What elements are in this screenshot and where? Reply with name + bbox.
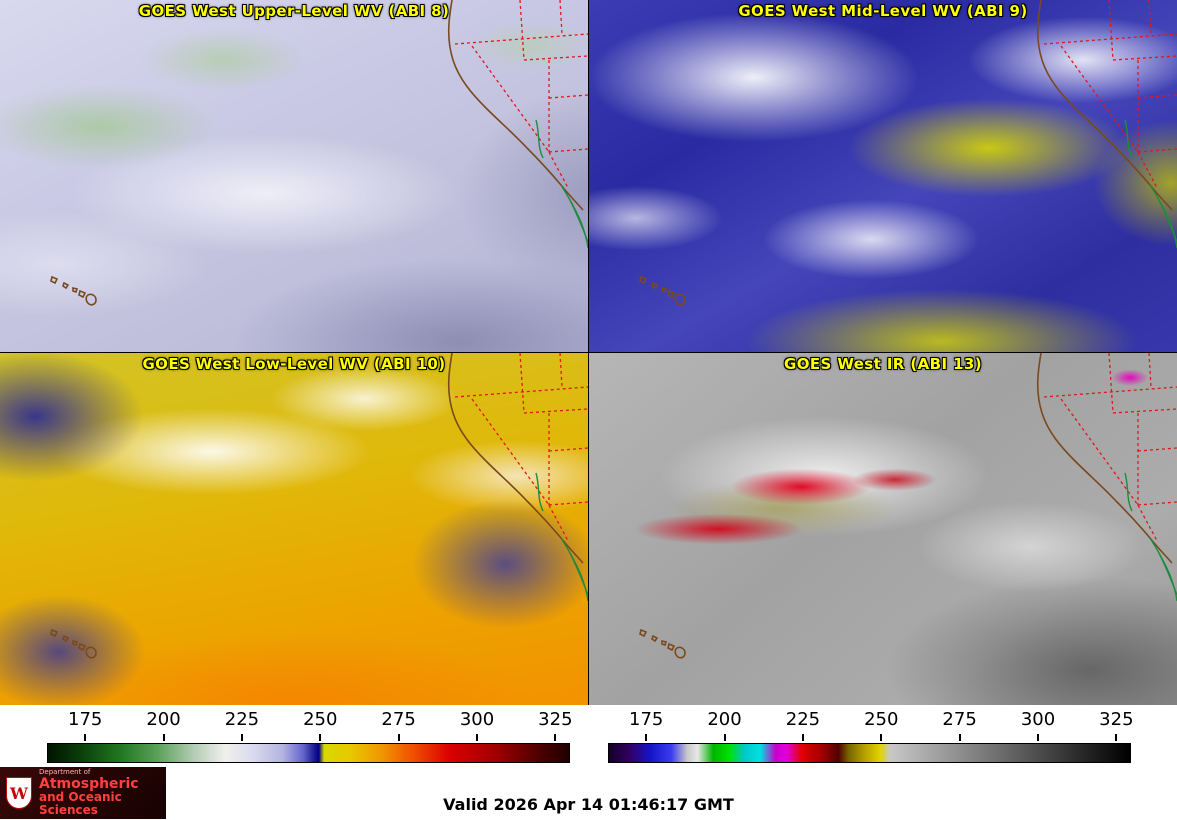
colorbar-tick-label: 225 bbox=[785, 709, 821, 730]
colorbar-tick-label: 300 bbox=[1020, 709, 1056, 730]
ir-colorbar-block: 175 200 225 250 275 300 325 bbox=[608, 709, 1134, 767]
panel-title-low-wv: GOES West Low-Level WV (ABI 10) bbox=[142, 355, 446, 373]
map-overlay-icon bbox=[639, 0, 1177, 306]
panel-low-level-wv: GOES West Low-Level WV (ABI 10) bbox=[0, 353, 588, 705]
colorbar-tick-label: 175 bbox=[628, 709, 664, 730]
panel-title-mid-wv: GOES West Mid-Level WV (ABI 9) bbox=[738, 2, 1028, 20]
map-overlay-icon bbox=[50, 0, 588, 306]
colorbar-tick-label: 250 bbox=[864, 709, 899, 730]
colorbar-tick-mark bbox=[645, 734, 648, 741]
valid-time-label: Valid 2026 Apr 14 01:46:17 GMT bbox=[443, 795, 734, 814]
ir-colorbar bbox=[608, 743, 1131, 763]
colorbar-tick-label: 300 bbox=[459, 709, 495, 730]
colorbar-tick-label: 325 bbox=[1099, 709, 1134, 730]
panel-upper-level-wv: GOES West Upper-Level WV (ABI 8) bbox=[0, 0, 588, 352]
panel-title-ir: GOES West IR (ABI 13) bbox=[783, 355, 983, 373]
map-overlay-icon bbox=[50, 353, 588, 659]
logo-line1: Atmospheric bbox=[39, 775, 139, 792]
panel-title-upper-wv: GOES West Upper-Level WV (ABI 8) bbox=[138, 2, 450, 20]
colorbar-tick-label: 275 bbox=[381, 709, 416, 730]
colorbar-tick-label: 200 bbox=[146, 709, 181, 730]
colorbar-tick-mark bbox=[723, 734, 726, 741]
colorbar-tick-mark bbox=[476, 734, 478, 741]
colorbar-tick-mark bbox=[162, 734, 165, 741]
satellite-panels-grid: GOES West Upper-Level WV (ABI 8) GOES We… bbox=[0, 0, 1177, 705]
colorbar-tick-label: 225 bbox=[224, 709, 260, 730]
colorbar-tick-label: 250 bbox=[303, 709, 338, 730]
wv-colorbar-ticks: 175 200 225 250 275 300 325 bbox=[47, 709, 573, 741]
bottom-strip: 175 200 225 250 275 300 325 175 200 225 250 275 300… bbox=[0, 705, 1177, 820]
colorbar-tick-mark bbox=[1037, 734, 1039, 741]
colorbar-tick-mark bbox=[397, 734, 400, 741]
colorbar-tick-mark bbox=[319, 734, 322, 741]
panel-mid-level-wv: GOES West Mid-Level WV (ABI 9) bbox=[589, 0, 1177, 352]
colorbar-tick-label: 325 bbox=[538, 709, 573, 730]
panel-ir: GOES West IR (ABI 13) bbox=[589, 353, 1177, 705]
wv-colorbar-block: 175 200 225 250 275 300 325 bbox=[47, 709, 573, 767]
colorbar-tick-mark bbox=[84, 734, 87, 741]
colorbar-tick-mark bbox=[554, 734, 557, 741]
colorbar-tick-mark bbox=[1115, 734, 1118, 741]
ir-colorbar-ticks: 175 200 225 250 275 300 325 bbox=[608, 709, 1134, 741]
colorbar-tick-label: 175 bbox=[67, 709, 103, 730]
colorbar-tick-mark bbox=[801, 734, 804, 741]
colorbar-tick-mark bbox=[958, 734, 961, 741]
wv-colorbar bbox=[47, 743, 570, 763]
logo-text: Department of Atmospheric and Oceanic Sc… bbox=[39, 768, 160, 818]
colorbar-tick-mark bbox=[240, 734, 243, 741]
uw-crest-icon: W bbox=[6, 777, 32, 809]
logo-line2: and Oceanic Sciences bbox=[39, 790, 122, 818]
logo-department-line: Department of bbox=[39, 768, 91, 777]
colorbar-tick-label: 275 bbox=[942, 709, 977, 730]
colorbar-tick-mark bbox=[880, 734, 883, 741]
uw-aos-logo: W Department of Atmospheric and Oceanic … bbox=[0, 767, 166, 819]
map-overlay-icon bbox=[639, 353, 1177, 659]
colorbar-tick-label: 200 bbox=[707, 709, 742, 730]
